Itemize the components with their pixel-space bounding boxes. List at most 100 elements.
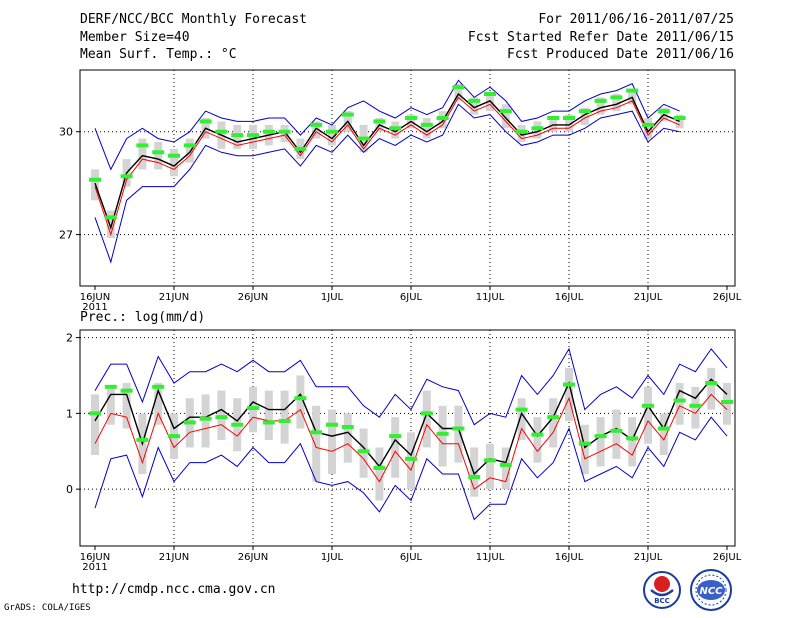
spread-box [628, 417, 637, 467]
observation-marker [310, 430, 323, 435]
x-year-label: 2011 [82, 302, 107, 313]
observation-marker [389, 434, 402, 439]
spread-box [501, 447, 510, 490]
observation-marker [657, 109, 670, 114]
observation-marker [262, 129, 275, 134]
observation-marker [168, 153, 180, 158]
observation-marker [104, 215, 117, 220]
x-tick-label: 26JUL [713, 292, 742, 303]
observation-marker [357, 449, 370, 454]
footer-url[interactable]: http://cmdp.ncc.cma.gov.cn [72, 582, 276, 597]
member-size-label: Member Size=40 [80, 30, 190, 45]
y-tick-label: 30 [59, 126, 73, 139]
spread-box [201, 394, 210, 448]
observation-marker [515, 407, 528, 412]
x-tick-label: 21JUN [159, 552, 189, 563]
spread-box [328, 409, 336, 474]
spread-box [422, 390, 431, 448]
observation-marker [420, 122, 433, 127]
observation-marker [484, 92, 496, 96]
spread-box [565, 114, 573, 132]
observation-marker [326, 422, 338, 427]
spread-box [106, 210, 115, 238]
observation-marker [673, 116, 686, 120]
spread-box [596, 417, 605, 467]
observation-marker [183, 420, 196, 425]
spread-box [154, 142, 163, 170]
observation-marker [373, 465, 386, 470]
y-tick-label: 1 [66, 407, 73, 420]
observation-marker [310, 122, 323, 127]
observation-marker [721, 400, 733, 404]
observation-marker [89, 177, 101, 182]
x-tick-label: 16JUN [80, 552, 110, 563]
observation-marker [405, 456, 417, 461]
observation-marker [531, 126, 544, 131]
observation-marker [215, 129, 228, 134]
observation-marker [183, 143, 196, 148]
spread-box [170, 148, 178, 177]
observation-marker [499, 462, 512, 467]
observation-marker [152, 384, 165, 389]
median-line [94, 96, 680, 237]
temperature-chart: 16JUN 21JUN 26JUN 1JUL 6JUL 11JUL 16JUL 21JUL 26… [59, 69, 742, 313]
x-tick-label: 21JUN [159, 292, 189, 303]
observation-marker [642, 403, 654, 408]
spread-box [644, 386, 652, 444]
observation-marker [452, 85, 465, 90]
observation-marker [499, 109, 512, 114]
spread-box [138, 138, 147, 170]
spread-box [454, 405, 463, 463]
observation-marker [389, 126, 402, 131]
observation-marker [231, 422, 244, 427]
observation-marker [610, 95, 623, 100]
precipitation-chart: 16JUN 21JUN 26JUN 1JUL 6JUL 11JUL 16JUL 21JUL 26… [66, 329, 742, 573]
spread-box [154, 383, 163, 425]
observation-marker [199, 119, 212, 124]
observation-marker [436, 431, 449, 436]
observation-marker [168, 434, 180, 439]
spread-box [675, 114, 684, 129]
x-tick-label: 1JUL [321, 292, 344, 303]
spread-box [470, 97, 479, 115]
observation-marker [673, 398, 686, 403]
spread-box [91, 394, 99, 456]
observation-marker [136, 437, 149, 442]
spread-box [612, 94, 621, 112]
spread-box [517, 398, 526, 440]
observation-marker [594, 98, 607, 103]
observation-marker [357, 136, 370, 141]
x-tick-label: 21JUL [634, 292, 663, 303]
fcst-started-date: Fcst Started Refer Date 2011/06/15 [467, 30, 734, 45]
observation-marker [610, 428, 623, 433]
observation-marker [341, 112, 354, 117]
observation-marker [405, 116, 417, 120]
observation-marker [468, 98, 481, 103]
ncc-logo-text: NCC [699, 586, 723, 597]
bcc-logo-text: BCC [654, 597, 670, 605]
spread-box [501, 104, 510, 129]
x-tick-label: 26JUL [713, 552, 742, 563]
spread-box [312, 405, 321, 482]
spread-box [612, 409, 621, 459]
observation-marker [420, 411, 433, 416]
observation-marker [578, 441, 591, 446]
fcst-produced-date: Fcst Produced Date 2011/06/16 [507, 47, 734, 62]
spread-box [280, 390, 289, 444]
x-tick-label: 16JUL [555, 552, 584, 563]
x-tick-label: 16JUN [80, 292, 110, 303]
observation-marker [373, 119, 386, 124]
spread-box [343, 413, 352, 463]
observation-marker [104, 384, 117, 389]
observation-marker [341, 425, 354, 430]
spread-box [675, 383, 684, 425]
observation-marker [705, 381, 718, 386]
bcc-logo: BCC [642, 570, 682, 610]
x-tick-label: 1JUL [321, 552, 344, 563]
upper-spread-line [94, 79, 680, 171]
observation-marker [689, 403, 702, 408]
spread-box [185, 138, 194, 163]
observation-marker [626, 88, 639, 93]
observation-marker [594, 434, 607, 439]
